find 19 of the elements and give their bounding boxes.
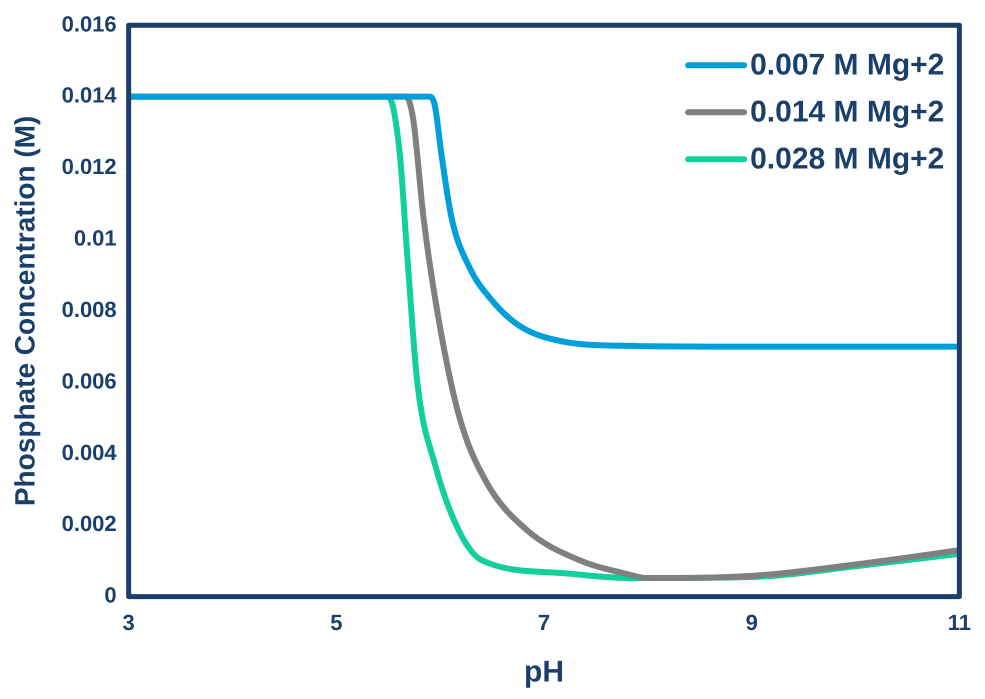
y-tick-label: 0.014 [62,82,118,108]
legend-label: 0.028 M Mg+2 [750,142,944,176]
x-tick-label: 5 [330,610,342,635]
y-tick-label: 0.012 [62,154,117,180]
x-axis-title: pH [524,655,564,688]
y-tick-label: 0 [104,582,117,608]
y-tick-label: 0.006 [62,368,117,394]
x-tick-label: 7 [538,610,550,635]
y-axis-title: Phosphate Concentration (M) [10,116,41,506]
y-tick-label: 0.002 [62,511,117,536]
legend-label: 0.007 M Mg+2 [750,48,944,82]
y-tick-label: 0.01 [74,226,117,251]
y-tick-label: 0.004 [62,440,118,465]
x-tick-label: 11 [948,610,972,635]
y-tick-label: 0.008 [62,296,117,322]
x-tick-label: 9 [746,610,758,635]
x-tick-label: 3 [122,610,135,635]
legend-label: 0.014 M Mg+2 [750,95,944,128]
y-tick-label: 0.016 [62,11,117,36]
